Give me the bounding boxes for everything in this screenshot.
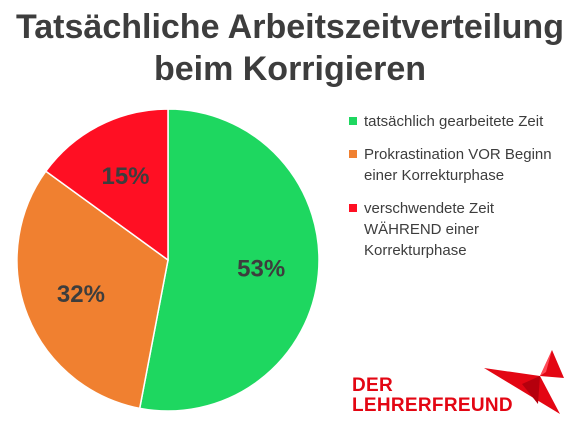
legend-label: Prokrastination VOR Beginn einer Korrekt… (364, 146, 552, 184)
chart-title-line-1: Tatsächliche Arbeitszeitverteilung (16, 8, 564, 46)
legend-item-wasted-time: verschwendete Zeit WÄHREND einer Korrekt… (349, 198, 575, 261)
legend-swatch-green (349, 117, 357, 125)
legend-label: verschwendete Zeit WÄHREND einer Korrekt… (364, 200, 495, 259)
pie-slice-procrastination (16, 170, 169, 410)
pie-slice-wasted-time (44, 108, 169, 262)
paper-plane-logo-icon (484, 350, 564, 414)
chart-title-line-2: beim Korrigieren (153, 50, 427, 88)
legend-swatch-red (349, 204, 357, 212)
pie-value-label-wasted-time: 15% (101, 163, 149, 190)
logo-line-2: LEHRERFREUND (352, 395, 513, 416)
legend-item-worked-time: tatsächlich gearbeitete Zeit (349, 111, 575, 132)
pie-value-labels: 53% 32% 15% (57, 163, 285, 308)
legend-swatch-orange (349, 150, 357, 158)
logo-wordmark: DER LEHRERFREUND (352, 376, 513, 416)
chart-title: Tatsächliche Arbeitszeitverteilung beim … (0, 6, 580, 90)
pie-value-label-worked-time: 53% (237, 255, 285, 282)
pie-slice-worked-time (138, 108, 320, 412)
legend: tatsächlich gearbeitete Zeit Prokrastina… (349, 111, 575, 273)
legend-label: tatsächlich gearbeitete Zeit (364, 113, 544, 130)
pie-value-label-procrastination: 32% (57, 281, 105, 308)
pie-slices (16, 108, 320, 412)
logo-line-1: DER (352, 375, 394, 396)
legend-item-procrastination: Prokrastination VOR Beginn einer Korrekt… (349, 144, 575, 186)
